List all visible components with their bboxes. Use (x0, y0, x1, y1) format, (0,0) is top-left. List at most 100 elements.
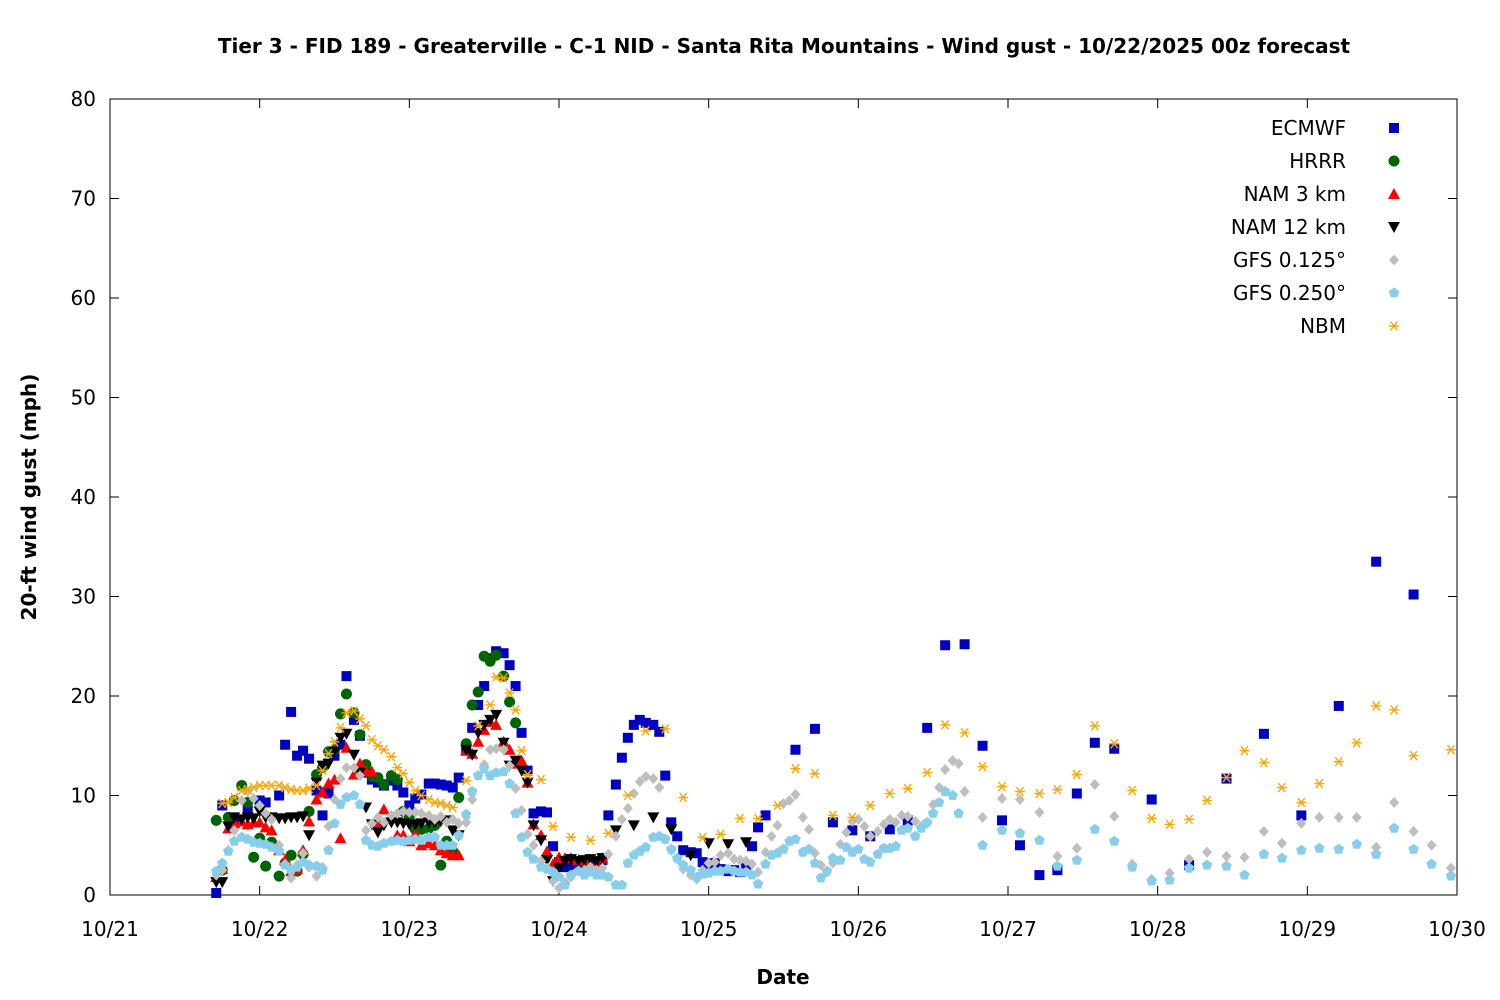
data-point-gfs-0-125 (997, 792, 1008, 804)
data-point-gfs-0-125 (491, 743, 502, 755)
data-point-gfs-0-125 (1314, 811, 1325, 823)
data-point-nbm (386, 751, 397, 762)
data-point-gfs-0-125 (723, 847, 734, 859)
data-point-gfs-0-125 (853, 813, 864, 825)
data-point-gfs-0-125 (766, 830, 777, 842)
data-point-gfs-0-250 (1089, 823, 1100, 834)
data-point-hrrr (273, 870, 285, 882)
data-point-nbm (1258, 757, 1269, 768)
data-point-gfs-0-250 (809, 857, 821, 868)
data-point-gfs-0-125 (1239, 851, 1250, 863)
data-point-gfs-0-250 (1258, 848, 1270, 859)
data-point-nbm (1109, 738, 1120, 749)
data-point-nam-12-km (665, 824, 678, 836)
x-tick-label: 10/28 (1129, 917, 1187, 941)
data-point-ecmwf (697, 857, 708, 868)
data-point-nbm (753, 813, 764, 824)
data-point-gfs-0-250 (815, 872, 827, 883)
x-tick-label: 10/21 (81, 917, 139, 941)
data-point-gfs-0-250 (827, 852, 839, 863)
x-tick-label: 10/27 (979, 917, 1037, 941)
data-point-gfs-0-125 (622, 802, 633, 814)
legend-label-hrrr: HRRR (1289, 149, 1346, 173)
data-point-ecmwf (274, 790, 285, 801)
data-point-gfs-0-125 (790, 789, 801, 801)
data-point-ecmwf (997, 815, 1008, 826)
data-point-nam-3-km (472, 735, 485, 747)
x-tick-label: 10/24 (530, 917, 588, 941)
data-point-nam-12-km (515, 765, 528, 777)
data-point-gfs-0-125 (1258, 825, 1269, 837)
data-point-gfs-0-125 (1333, 811, 1344, 823)
data-point-gfs-0-125 (729, 853, 740, 865)
data-point-ecmwf (809, 723, 820, 734)
data-point-ecmwf (940, 640, 951, 651)
data-point-gfs-0-250 (447, 839, 458, 850)
data-point-gfs-0-250 (927, 807, 939, 818)
data-point-gfs-0-250 (910, 830, 921, 841)
data-point-gfs-0-125 (597, 862, 608, 874)
data-point-gfs-0-250 (996, 824, 1008, 835)
data-point-nbm (697, 832, 708, 843)
x-tick-label: 10/29 (1279, 917, 1337, 941)
data-point-nbm (461, 775, 472, 786)
data-point-ecmwf (847, 825, 858, 836)
data-point-gfs-0-125 (797, 811, 808, 823)
data-point-gfs-0-125 (772, 819, 783, 831)
data-point-nbm (1333, 756, 1344, 767)
data-point-gfs-0-250 (565, 869, 577, 880)
data-point-ecmwf (317, 810, 328, 821)
data-point-ecmwf (790, 744, 801, 755)
data-point-gfs-0-125 (1034, 806, 1045, 818)
data-point-nbm (902, 783, 913, 794)
data-point-gfs-0-125 (453, 817, 464, 829)
legend-marker-gfs-0-125 (1389, 254, 1399, 266)
data-point-gfs-0-125 (410, 806, 421, 818)
data-point-nam-3-km (259, 821, 272, 833)
data-point-nbm (348, 705, 359, 716)
data-point-nbm (504, 688, 515, 698)
data-point-ecmwf (311, 785, 322, 796)
data-point-hrrr (340, 688, 352, 700)
data-point-gfs-0-250 (559, 879, 571, 890)
data-point-gfs-0-250 (666, 843, 677, 854)
data-point-nam-12-km (553, 863, 565, 875)
data-point-nam-3-km (328, 773, 341, 785)
series-nam-12-km (210, 709, 753, 889)
data-point-nam-12-km (322, 758, 335, 770)
data-point-gfs-0-125 (266, 813, 277, 825)
data-point-nbm (1146, 813, 1157, 824)
data-point-ecmwf (341, 671, 352, 682)
data-point-nbm (491, 672, 502, 683)
data-point-gfs-0-250 (947, 790, 958, 800)
data-point-ecmwf (528, 808, 539, 819)
data-point-gfs-0-125 (735, 854, 746, 866)
data-point-gfs-0-125 (498, 744, 509, 756)
data-point-nbm (485, 700, 496, 710)
data-point-nbm (548, 821, 559, 832)
data-point-ecmwf (516, 727, 527, 738)
data-point-gfs-0-250 (416, 834, 427, 845)
data-point-nbm (622, 790, 633, 801)
data-point-ecmwf (959, 639, 970, 650)
data-point-nbm (274, 780, 285, 791)
data-point-gfs-0-125 (1221, 850, 1232, 862)
legend-marker-ecmwf (1389, 123, 1399, 133)
data-point-gfs-0-250 (977, 839, 988, 850)
data-point-nam-3-km (334, 832, 347, 844)
data-point-nam-12-km (590, 856, 603, 868)
data-point-hrrr (510, 717, 522, 729)
data-point-gfs-0-125 (1184, 853, 1195, 865)
data-point-hrrr (378, 779, 390, 791)
data-point-nbm (660, 723, 671, 734)
legend-marker-nam-3-km (1388, 188, 1400, 199)
data-point-gfs-0-250 (921, 816, 933, 827)
legend-label-nam-3-km: NAM 3 km (1244, 182, 1346, 206)
data-point-nbm (1014, 786, 1025, 797)
data-point-nbm (248, 782, 259, 793)
data-point-ecmwf (640, 717, 651, 728)
data-point-nbm (940, 719, 951, 730)
data-point-ecmwf (410, 793, 421, 804)
data-point-gfs-0-125 (341, 762, 352, 774)
data-point-nam-12-km (647, 812, 660, 824)
